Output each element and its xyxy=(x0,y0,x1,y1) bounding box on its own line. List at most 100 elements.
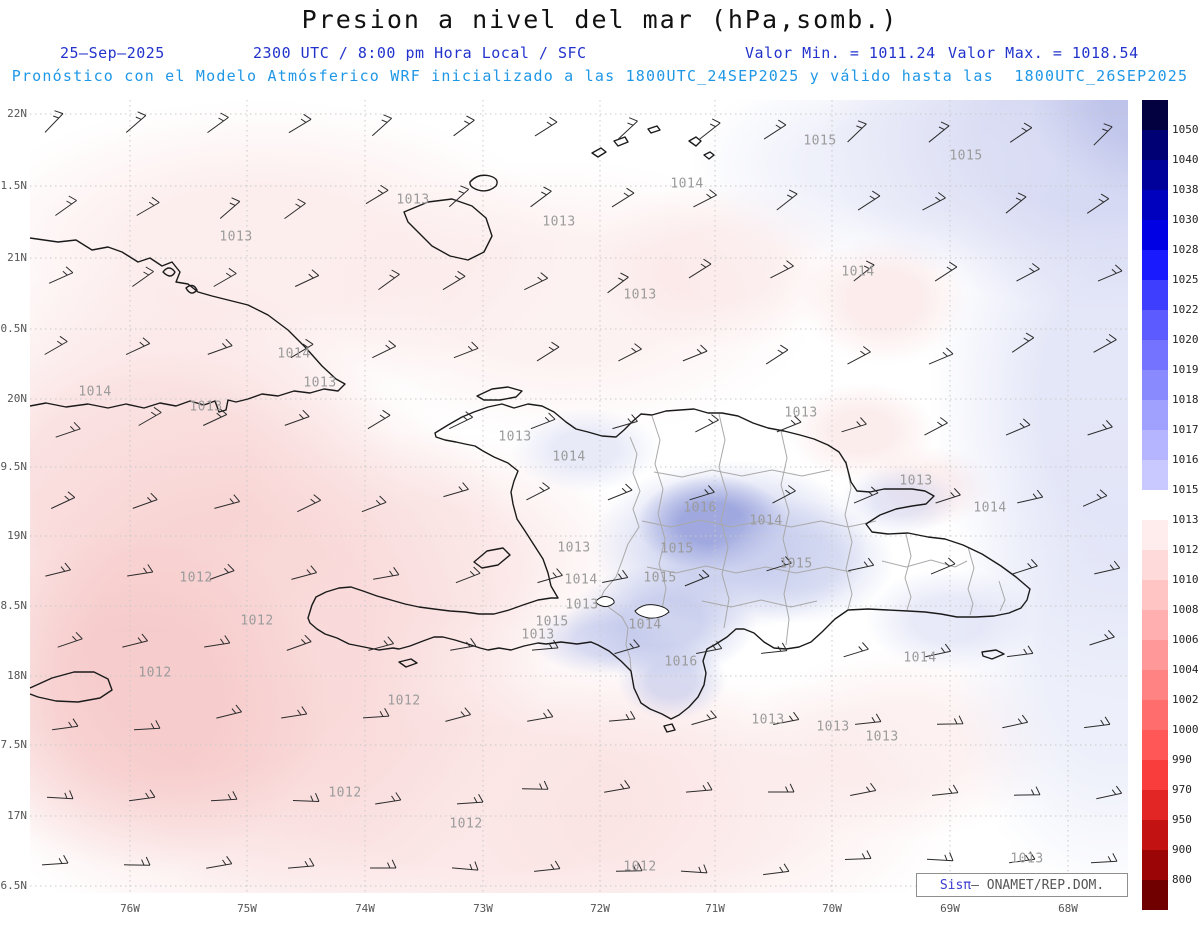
lat-tick-label: 6.5N xyxy=(0,879,28,892)
pressure-contour-label: 1013 xyxy=(816,719,850,735)
pressure-contour-label: 1015 xyxy=(779,556,813,572)
colorbar-tick-label: 1015 xyxy=(1172,483,1199,496)
colorbar-tick-label: 900 xyxy=(1172,843,1192,856)
pressure-contour-label: 1015 xyxy=(660,541,694,557)
pressure-contour-label: 1012 xyxy=(240,613,274,629)
lon-tick-label: 73W xyxy=(473,902,493,915)
colorbar-cell xyxy=(1142,670,1168,700)
colorbar-cell xyxy=(1142,760,1168,790)
pressure-contour-label: 1012 xyxy=(449,816,483,832)
colorbar-cell xyxy=(1142,640,1168,670)
pressure-contour-label: 1014 xyxy=(564,572,598,588)
lat-tick-label: 1.5N xyxy=(0,179,28,192)
forecast-date: 25–Sep–2025 xyxy=(60,44,165,62)
colorbar-tick-label: 1010 xyxy=(1172,573,1199,586)
pressure-contour-label: 1014 xyxy=(973,500,1007,516)
pressure-contour-label: 1014 xyxy=(903,650,937,666)
shading-blob xyxy=(865,568,1035,672)
colorbar-tick-label: 1019 xyxy=(1172,363,1199,376)
colorbar-tick-label: 1020 xyxy=(1172,333,1199,346)
lat-tick-label: 8.5N xyxy=(0,599,28,612)
value-max: Valor Max. = 1018.54 xyxy=(948,44,1139,62)
colorbar-cell xyxy=(1142,370,1168,400)
pressure-contour-label: 1013 xyxy=(899,473,933,489)
colorbar-tick-label: 1004 xyxy=(1172,663,1199,676)
pressure-contour-label: 1013 xyxy=(189,399,223,415)
colorbar-cell xyxy=(1142,700,1168,730)
colorbar-tick-label: 1013 xyxy=(1172,513,1199,526)
pressure-contour-label: 1013 xyxy=(498,429,532,445)
figure-title: Presion a nivel del mar (hPa,somb.) xyxy=(301,5,899,34)
colorbar-tick-label: 800 xyxy=(1172,873,1192,886)
lat-tick-label: 17N xyxy=(7,809,27,822)
colorbar-cell xyxy=(1142,490,1168,520)
pressure-contour-label: 1013 xyxy=(784,405,818,421)
colorbar-cell xyxy=(1142,550,1168,580)
pressure-contour-label: 1012 xyxy=(138,665,172,681)
lon-tick-label: 75W xyxy=(237,902,257,915)
shading-blob xyxy=(690,100,1110,270)
colorbar-cell xyxy=(1142,730,1168,760)
pressure-shading xyxy=(30,100,1128,893)
lat-tick-label: 22N xyxy=(7,107,27,120)
lon-tick-label: 69W xyxy=(940,902,960,915)
model-info: Pronóstico con el Modelo Atmósferico WRF… xyxy=(11,67,1189,85)
forecast-time: 2300 UTC / 8:00 pm Hora Local / SFC xyxy=(253,44,587,62)
pressure-contour-label: 1016 xyxy=(664,654,698,670)
lat-tick-label: 9.5N xyxy=(0,460,28,473)
colorbar-cell xyxy=(1142,790,1168,820)
colorbar-tick-label: 1017 xyxy=(1172,423,1199,436)
lon-tick-label: 70W xyxy=(822,902,842,915)
colorbar-tick-label: 1002 xyxy=(1172,693,1199,706)
colorbar-cell xyxy=(1142,100,1168,130)
pressure-contour-label: 1015 xyxy=(803,133,837,149)
credit-box: Sisπ – ONAMET/REP.DOM. xyxy=(916,873,1128,897)
colorbar-cell xyxy=(1142,160,1168,190)
colorbar-tick-label: 1006 xyxy=(1172,633,1199,646)
colorbar-tick-label: 1038 xyxy=(1172,183,1199,196)
pressure-contour-label: 1013 xyxy=(865,729,899,745)
value-min: Valor Min. = 1011.24 xyxy=(745,44,936,62)
lat-tick-label: 18N xyxy=(7,669,27,682)
colorbar-cell xyxy=(1142,850,1168,880)
colorbar-cell xyxy=(1142,520,1168,550)
pressure-contour-label: 1014 xyxy=(628,617,662,633)
colorbar-cell xyxy=(1142,340,1168,370)
pressure-contour-label: 1014 xyxy=(841,264,875,280)
lat-tick-label: 7.5N xyxy=(0,738,28,751)
pressure-contour-label: 1014 xyxy=(78,384,112,400)
colorbar-tick-label: 970 xyxy=(1172,783,1192,796)
colorbar-cell xyxy=(1142,880,1168,910)
pressure-contour-label: 1016 xyxy=(683,500,717,516)
colorbar-tick-label: 1018 xyxy=(1172,393,1199,406)
colorbar-tick-label: 1028 xyxy=(1172,243,1199,256)
shading-blob xyxy=(617,640,727,720)
colorbar-tick-label: 1025 xyxy=(1172,273,1199,286)
colorbar-tick-label: 990 xyxy=(1172,753,1192,766)
pressure-contour-label: 1013 xyxy=(542,214,576,230)
pressure-contour-label: 1015 xyxy=(535,614,569,630)
pressure-contour-label: 1012 xyxy=(623,859,657,875)
colorbar-tick-label: 1030 xyxy=(1172,213,1199,226)
pressure-contour-label: 1013 xyxy=(565,597,599,613)
colorbar-cell xyxy=(1142,400,1168,430)
colorbar-cell xyxy=(1142,190,1168,220)
pressure-contour-label: 1013 xyxy=(521,627,555,643)
pressure-contour-label: 1012 xyxy=(179,570,213,586)
pressure-contour-label: 1013 xyxy=(303,375,337,391)
lon-tick-label: 74W xyxy=(355,902,375,915)
colorbar-cell xyxy=(1142,820,1168,850)
colorbar-cell xyxy=(1142,610,1168,640)
colorbar-tick-label: 1016 xyxy=(1172,453,1199,466)
pressure-contour-label: 1013 xyxy=(623,287,657,303)
colorbar-cell xyxy=(1142,580,1168,610)
lon-tick-label: 71W xyxy=(705,902,725,915)
colorbar-cell xyxy=(1142,130,1168,160)
colorbar-tick-label: 1022 xyxy=(1172,303,1199,316)
lat-tick-label: 20N xyxy=(7,392,27,405)
colorbar-tick-label: 1050 xyxy=(1172,123,1199,136)
colorbar-tick-label: 1012 xyxy=(1172,543,1199,556)
lon-tick-label: 72W xyxy=(590,902,610,915)
pressure-contour-label: 1015 xyxy=(643,570,677,586)
